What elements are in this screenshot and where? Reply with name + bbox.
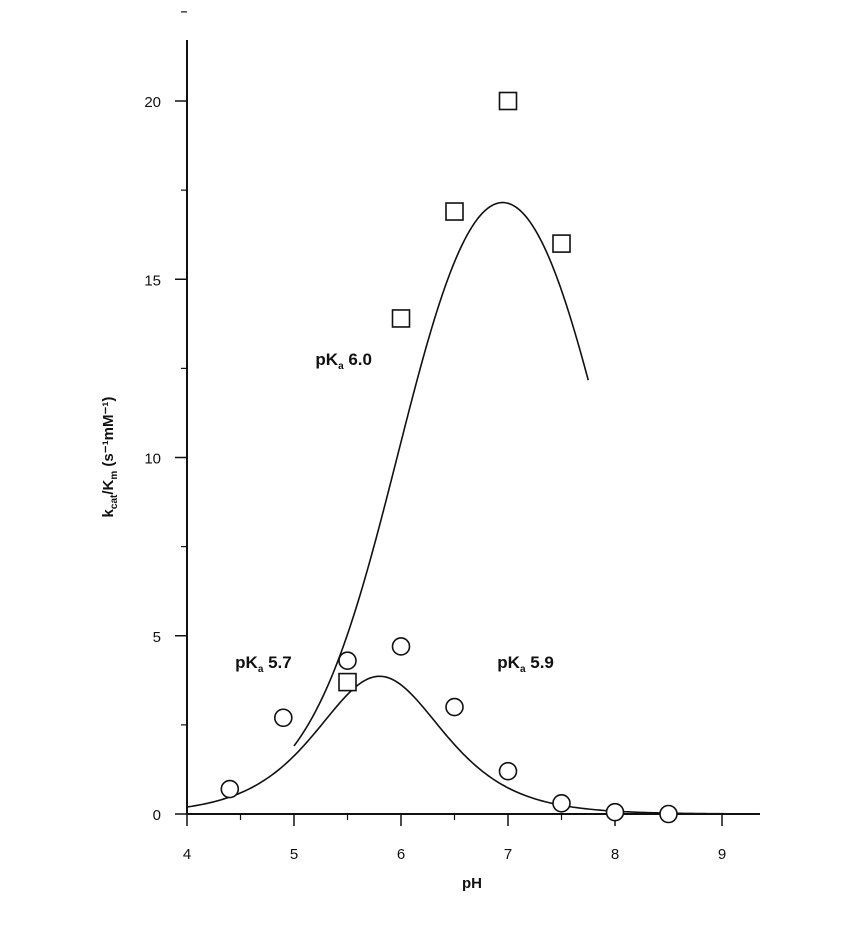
circle-point (391, 637, 411, 656)
square-point (338, 672, 357, 692)
labels: pH kcat/Km (s⁻¹mM⁻¹) (100, 397, 482, 892)
circle-point (338, 651, 357, 671)
y-tick-label-0: 0 (153, 807, 161, 824)
circle-point (445, 697, 464, 717)
fit-curves (186, 201, 755, 815)
x-tick-label-8: 8 (611, 846, 619, 863)
square-point (498, 91, 518, 111)
y-tick-label-20: 20 (144, 94, 161, 111)
y-tick-label-10: 10 (144, 451, 161, 468)
axes: 4 5 6 7 8 9 0 5 10 15 20 (144, 11, 760, 863)
circle-point (659, 804, 678, 824)
x-tick-label-6: 6 (397, 846, 405, 863)
data-points (220, 91, 678, 824)
circle-point (605, 802, 625, 822)
circle-point (552, 794, 571, 813)
fit-curve-series-2 (186, 675, 755, 815)
y-axis-title: kcat/Km (s⁻¹mM⁻¹) (100, 397, 120, 518)
x-tick-label-9: 9 (718, 846, 726, 863)
square-point (552, 234, 571, 253)
square-point (391, 309, 411, 328)
x-axis-title: pH (462, 875, 482, 892)
fit-curve-series-1 (293, 201, 590, 747)
y-tick-label-15: 15 (144, 272, 161, 289)
circle-point (498, 761, 518, 781)
square-point (445, 202, 464, 221)
circle-point (220, 779, 240, 799)
pka-label-1: pKa 6.0 (315, 350, 372, 372)
annotations: pKa 6.0 pKa 5.7 pKa 5.9 (235, 350, 554, 675)
x-tick-label-4: 4 (183, 846, 191, 863)
y-tick-label-5: 5 (153, 629, 161, 646)
x-tick-label-5: 5 (290, 846, 298, 863)
pka-label-2: pKa 5.7 (235, 653, 292, 675)
circle-point (273, 708, 293, 728)
x-tick-label-7: 7 (504, 846, 512, 863)
pka-label-3: pKa 5.9 (497, 653, 554, 675)
